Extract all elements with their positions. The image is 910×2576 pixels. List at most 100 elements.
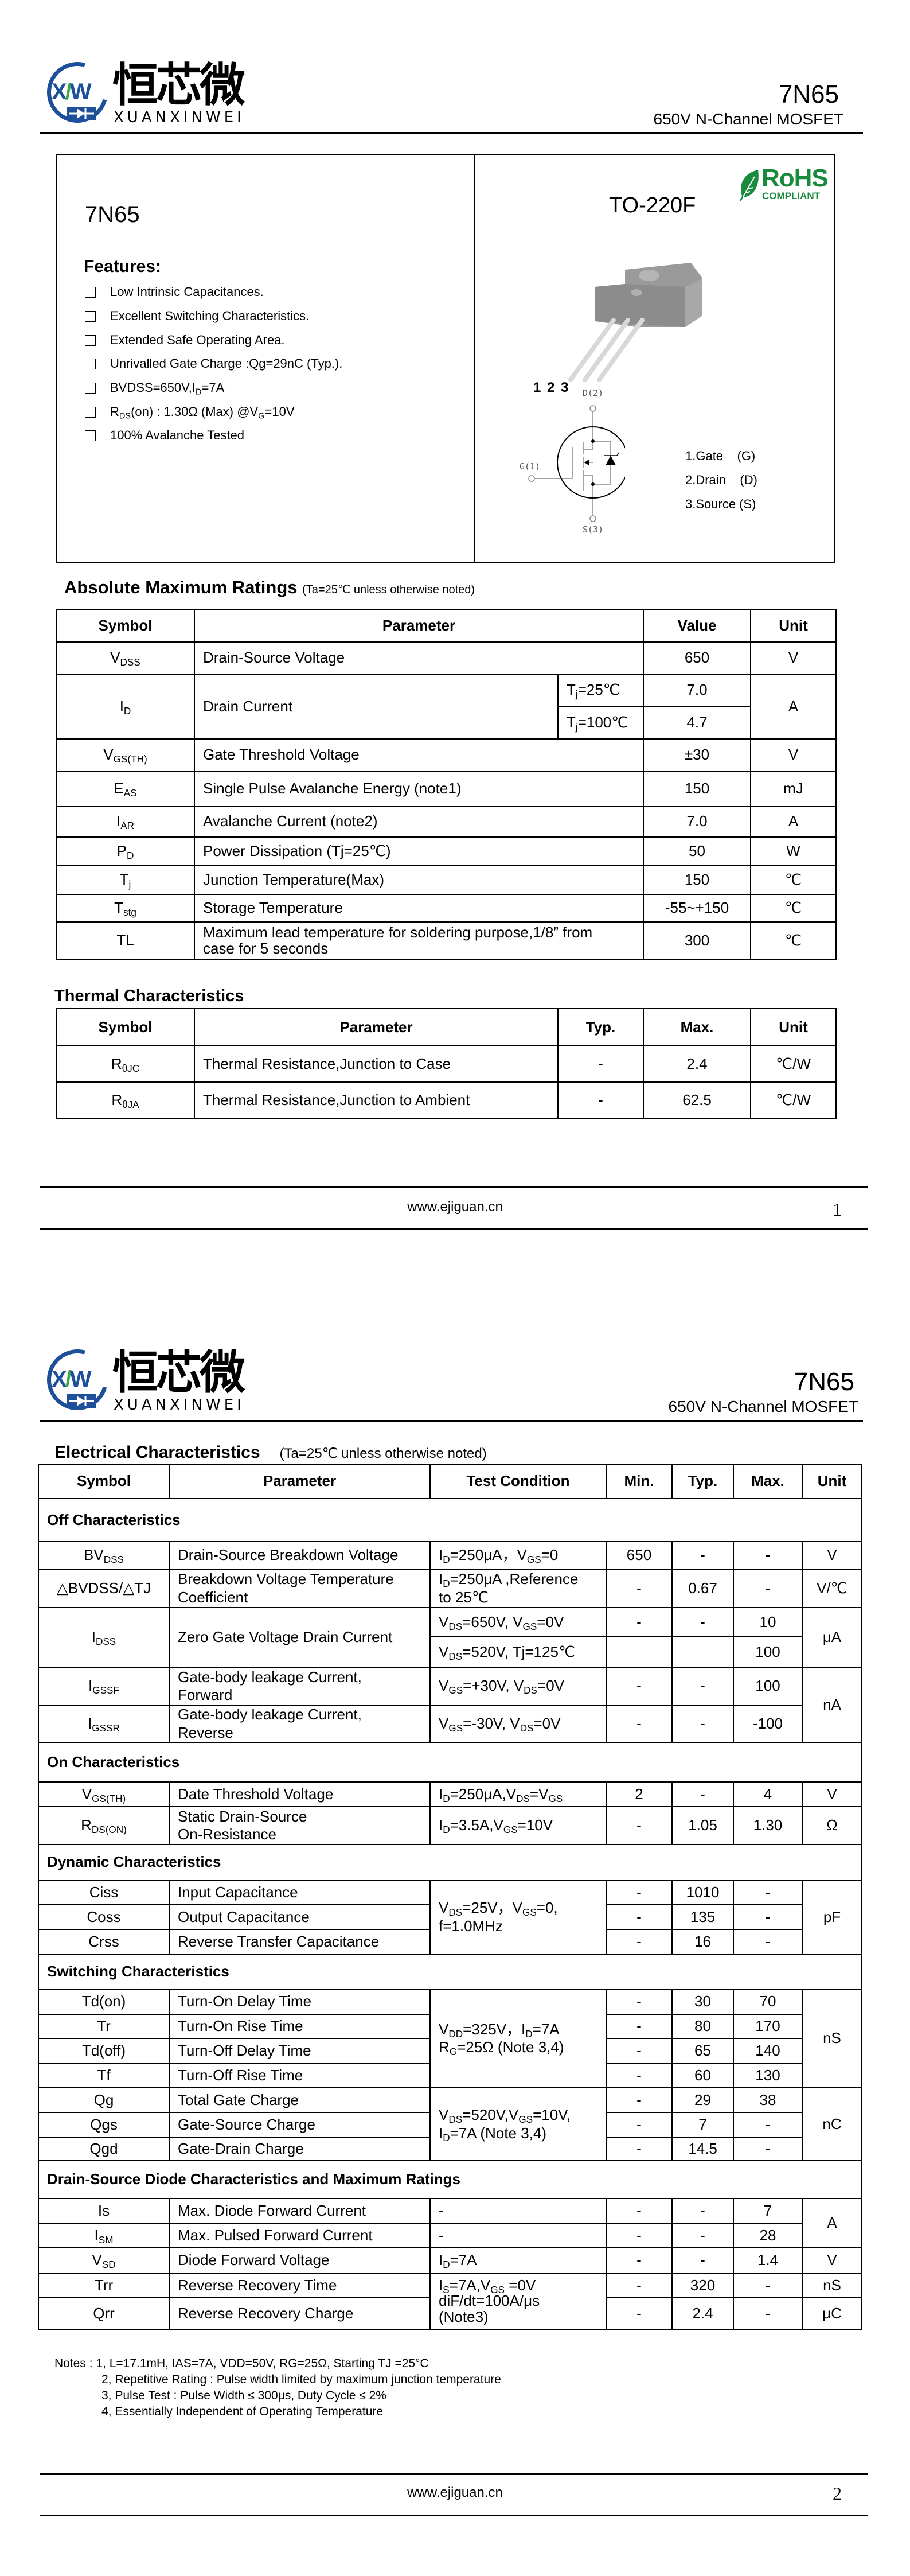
page-number: 1: [833, 1199, 842, 1220]
table-row: Tr Turn-On Rise Time -80 170: [38, 2014, 862, 2039]
col-header: Parameter: [194, 1008, 559, 1046]
col-header: Test Condition: [429, 1464, 607, 1499]
logo-chinese-name: 恒芯微: [112, 1346, 245, 1399]
section-header: Dynamic Characteristics: [38, 1844, 862, 1881]
pin-numbers: 1 2 3: [533, 380, 569, 395]
footer-rule-bottom: [40, 2515, 868, 2516]
col-header: Unit: [802, 1464, 862, 1499]
electrical-title: Electrical Characteristics (Ta=25℃ unless…: [54, 1443, 487, 1462]
col-header: Symbol: [56, 1008, 195, 1046]
checkbox-icon: [85, 334, 96, 346]
section-header: Drain-Source Diode Characteristics and M…: [38, 2160, 862, 2199]
gate-label: G(1): [520, 461, 540, 472]
feature-item: Unrivalled Gate Charge :Qg=29nC (Typ.).: [85, 356, 342, 371]
table-row: Tj=100℃ 4.7: [56, 706, 836, 740]
header-rule: [40, 1420, 863, 1422]
pin-source: 3.Source (S): [685, 497, 756, 511]
note-item: Notes : 1, L=17.1mH, IAS=7A, VDD=50V, RG…: [54, 2357, 429, 2370]
logo-english-name: XUANXINWEI: [114, 109, 245, 126]
col-header: Parameter: [193, 609, 645, 643]
note-item: 4, Essentially Independent of Operating …: [101, 2405, 384, 2418]
product-summary-box: [56, 154, 835, 563]
section-header: On Characteristics: [38, 1742, 862, 1783]
pin-gate: 1.Gate (G): [685, 449, 756, 463]
table-row: EAS Single Pulse Avalanche Energy (note1)…: [56, 771, 837, 807]
amr-title: Absolute Maximum Ratings (Ta=25℃ unless …: [64, 577, 475, 597]
table-row: VGS(TH) Gate Threshold Voltage ±30 V: [56, 738, 837, 772]
rohs-badge: RoHS COMPLIANT: [737, 164, 835, 204]
rohs-compliant-text: COMPLIANT: [762, 190, 821, 201]
header-rule: [40, 132, 863, 134]
absolute-maximum-ratings-table: Symbol Parameter Value Unit VDSS Drain-Sourc…: [56, 609, 837, 960]
table-row: Ciss Input Capacitance VDS=25V，VGS=0, f=1.…: [38, 1880, 862, 1955]
col-header: Typ.: [671, 1464, 734, 1499]
table-row: Td(off) Turn-Off Delay Time -65 140: [38, 2038, 862, 2064]
part-title: 7N65: [85, 202, 140, 227]
electrical-characteristics-table: Symbol Parameter Test Condition Min. Typ. Max…: [38, 1464, 862, 2330]
col-header: Typ.: [557, 1008, 644, 1046]
table-row: RθJA Thermal Resistance,Junction to Ambie…: [56, 1081, 837, 1119]
header-part-number: 7N65: [778, 80, 839, 108]
package-name: TO-220F: [609, 193, 696, 217]
company-logo: X/W 恒芯微 XUANXINWEI: [36, 50, 245, 134]
table-row: Crss Reverse Transfer Capacitance -16-: [38, 1929, 862, 1955]
footer-rule-top: [40, 2473, 868, 2475]
table-row: IGSSR Gate-body leakage Current, Reverse V…: [38, 1705, 862, 1743]
col-header: Value: [643, 609, 752, 643]
checkbox-icon: [85, 310, 96, 322]
company-logo: X/W 恒芯微 XUANXINWEI: [36, 1338, 245, 1422]
footer-url[interactable]: www.ejiguan.cn: [407, 2485, 503, 2500]
box-divider: [474, 155, 475, 562]
col-header: Symbol: [56, 609, 195, 643]
source-label: S(3): [583, 524, 603, 535]
table-row: Coss Output Capacitance -135-: [38, 1904, 862, 1930]
rohs-text: RoHS: [761, 164, 829, 192]
table-row: Trr Reverse Recovery Time IS=7A,VGS =0V di…: [38, 2273, 862, 2330]
section-header: Switching Characteristics: [38, 1954, 862, 1990]
table-row: ID Drain Current Tj=25℃ 7.0 A: [56, 674, 837, 740]
table-row: ISM Max. Pulsed Forward Current - - -28: [38, 2223, 862, 2248]
note-item: 2, Repetitive Rating : Pulse width limit…: [101, 2373, 501, 2386]
table-row: △BVDSS/△TJ Breakdown Voltage Temperature …: [38, 1569, 862, 1608]
checkbox-icon: [85, 382, 96, 394]
table-row: Qg Total Gate Charge VDS=520V,VGS=10V, ID=…: [38, 2087, 862, 2161]
leaf-icon: [739, 170, 759, 201]
footer-rule-top: [40, 1186, 868, 1188]
feature-item: BVDSS=650V,ID=7A: [85, 380, 224, 396]
feature-item: RDS(on) : 1.30Ω (Max) @VG=10V: [85, 404, 295, 421]
table-row: VSD Diode Forward Voltage ID=7A - -1.4 V: [38, 2247, 862, 2274]
table-row: VDSS Drain-Source Voltage 650 V: [56, 641, 837, 675]
checkbox-icon: [85, 358, 96, 369]
note-item: 3, Pulse Test : Pulse Width ≤ 300μs, Dut…: [101, 2389, 386, 2402]
section-header: Off Characteristics: [38, 1498, 862, 1542]
logo-mark: X/W: [52, 79, 92, 104]
col-header: Max.: [733, 1464, 803, 1499]
table-row: Qrr Reverse Recovery Charge -2.4- μC: [38, 2297, 862, 2330]
footer-url[interactable]: www.ejiguan.cn: [407, 1199, 503, 1215]
drain-label: D(2): [583, 388, 603, 398]
feature-item: 100% Avalanche Tested: [85, 428, 244, 443]
table-row: Td(on) Turn-On Delay Time VDD=325V，ID=7A R…: [38, 1989, 862, 2088]
table-row: Tstg Storage Temperature -55~+150 ℃: [56, 894, 837, 923]
checkbox-icon: [85, 430, 96, 441]
notes: Notes : 1, L=17.1mH, IAS=7A, VDD=50V, RG…: [54, 2356, 501, 2420]
pin-drain: 2.Drain (D): [685, 473, 757, 487]
diode-icon: [67, 107, 96, 120]
thermal-characteristics-table: Symbol Parameter Typ. Max. Unit RθJC Thermal …: [56, 1008, 837, 1119]
feature-item: Low Intrinsic Capacitances.: [85, 285, 264, 299]
feature-item: Excellent Switching Characteristics.: [85, 309, 309, 324]
table-row: IDSS Zero Gate Voltage Drain Current VDS=6…: [38, 1607, 862, 1668]
col-header: Symbol: [38, 1464, 170, 1499]
footer-rule-bottom: [40, 1228, 868, 1230]
table-row: Qgd Gate-Drain Charge -14.5-: [38, 2137, 862, 2161]
table-row: Is Max. Diode Forward Current - - -7 A: [38, 2198, 862, 2248]
checkbox-icon: [85, 406, 96, 418]
logo-chinese-name: 恒芯微: [112, 59, 245, 112]
logo-mark: X/W: [52, 1367, 92, 1392]
table-row: BVDSS Drain-Source Breakdown Voltage ID=25…: [38, 1541, 862, 1570]
table-row: RDS(ON) Static Drain-Source On-Resistance…: [38, 1806, 862, 1845]
checkbox-icon: [85, 286, 96, 298]
mosfet-schematic: D(2) G(1) S(3): [520, 388, 625, 535]
diode-icon: [67, 1394, 96, 1408]
to220f-package-image: [568, 263, 702, 382]
